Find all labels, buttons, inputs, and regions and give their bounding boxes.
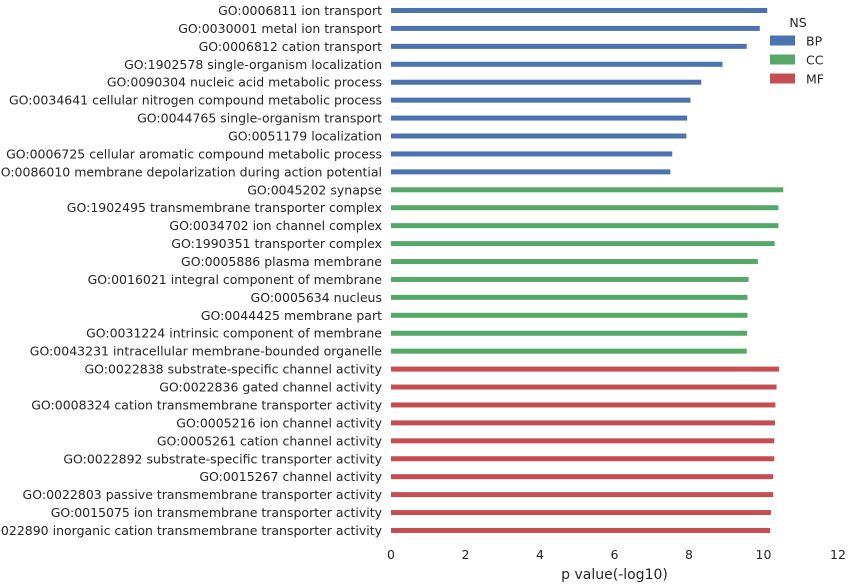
category-label: GO:0016021 integral component of membran…	[88, 272, 383, 287]
category-label: GO:0008324 cation transmembrane transpor…	[31, 397, 382, 412]
category-label: GO:0005261 cation channel activity	[157, 433, 383, 448]
bar-cc	[391, 259, 758, 265]
x-axis-ticks: 0 2 4 6 8 10 12	[387, 547, 846, 562]
bar-bp	[391, 8, 768, 13]
bar-mf	[391, 384, 777, 390]
x-axis-label: p value(-log10)	[561, 567, 668, 583]
category-label: GO:0090304 nucleic acid metabolic proces…	[107, 75, 382, 90]
bar-bp	[391, 25, 760, 31]
category-label: GO:0005886 plasma membrane	[181, 254, 382, 269]
category-label: GO:0034641 cellular nitrogen compound me…	[9, 93, 382, 108]
bar-bp	[391, 169, 671, 175]
category-label: GO:0005634 nucleus	[251, 290, 382, 305]
category-label: GO:0022892 substrate-specific transporte…	[63, 451, 382, 466]
legend-label-cc: CC	[806, 53, 824, 68]
bar-mf	[391, 527, 771, 533]
category-label: GO:1902495 transmembrane transporter com…	[67, 200, 382, 215]
legend-title: NS	[789, 15, 806, 30]
bar-mf	[391, 510, 771, 516]
legend-swatch-mf	[770, 73, 795, 84]
category-labels: GO:0006811 ion transport GO:0030001 metal…	[0, 3, 383, 538]
bar-mf	[391, 474, 774, 480]
category-label: GO:0022836 gated channel activity	[159, 380, 382, 395]
x-tick-label: 2	[462, 547, 470, 562]
bar-cc	[391, 312, 748, 318]
category-label: GO:1990351 transporter complex	[171, 236, 382, 251]
legend-swatch-cc	[770, 54, 795, 65]
category-label: GO:1902578 single-organism localization	[124, 57, 382, 72]
bar-bp	[391, 61, 723, 67]
bar-mf	[391, 420, 776, 426]
category-label: GO:0022890 inorganic cation transmembran…	[0, 523, 383, 538]
category-label: GO:0005216 ion channel activity	[176, 415, 382, 430]
bar-cc	[391, 205, 779, 211]
bar-cc	[391, 330, 748, 336]
bar-cc	[391, 223, 779, 229]
x-tick-label: 8	[685, 547, 693, 562]
category-label: GO:0044425 membrane part	[201, 308, 382, 323]
x-tick-label: 4	[536, 547, 544, 562]
category-label: GO:0006811 ion transport	[218, 3, 382, 18]
bar-mf	[391, 438, 775, 444]
category-label: GO:0044765 single-organism transport	[137, 111, 382, 126]
bar-mf	[391, 456, 775, 462]
bar-cc	[391, 348, 747, 354]
legend-entries: BP CC MF	[770, 34, 824, 87]
bar-bp	[391, 115, 688, 121]
x-tick-label: 12	[830, 547, 846, 562]
category-label: GO:0034702 ion channel complex	[169, 218, 382, 233]
category-label: GO:0086010 membrane depolarization durin…	[0, 164, 382, 179]
bar-cc	[391, 187, 784, 193]
legend-swatch-bp	[770, 35, 795, 46]
category-label: GO:0031224 intrinsic component of membra…	[86, 326, 382, 341]
category-label: GO:0015075 ion transmembrane transporter…	[51, 505, 383, 520]
category-label: GO:0030001 metal ion transport	[178, 21, 382, 36]
category-label: GO:0015267 channel activity	[199, 469, 382, 484]
x-tick-label: 0	[387, 547, 395, 562]
category-label: GO:0006725 cellular aromatic compound me…	[6, 146, 382, 161]
legend-label-bp: BP	[806, 34, 823, 49]
category-label: GO:0022803 passive transmembrane transpo…	[23, 487, 383, 502]
bar-cc	[391, 294, 748, 300]
bar-bp	[391, 43, 747, 49]
bars-group	[391, 8, 784, 533]
bar-bp	[391, 79, 702, 85]
bar-bp	[391, 151, 673, 157]
bar-cc	[391, 276, 749, 282]
x-tick-label: 10	[756, 547, 772, 562]
category-label: GO:0051179 localization	[228, 129, 382, 144]
category-label: GO:0022838 substrate-specific channel ac…	[84, 362, 382, 377]
bar-bp	[391, 97, 691, 103]
bar-bp	[391, 133, 687, 139]
bar-mf	[391, 402, 776, 408]
bar-mf	[391, 366, 780, 372]
bar-cc	[391, 241, 775, 247]
bar-mf	[391, 492, 774, 498]
category-label: GO:0006812 cation transport	[199, 39, 382, 54]
legend-label-mf: MF	[806, 72, 824, 87]
category-label: GO:0045202 synapse	[247, 182, 382, 197]
legend: NS BP CC MF	[770, 15, 824, 87]
x-tick-label: 6	[611, 547, 619, 562]
category-label: GO:0043231 intracellular membrane-bounde…	[30, 344, 383, 359]
